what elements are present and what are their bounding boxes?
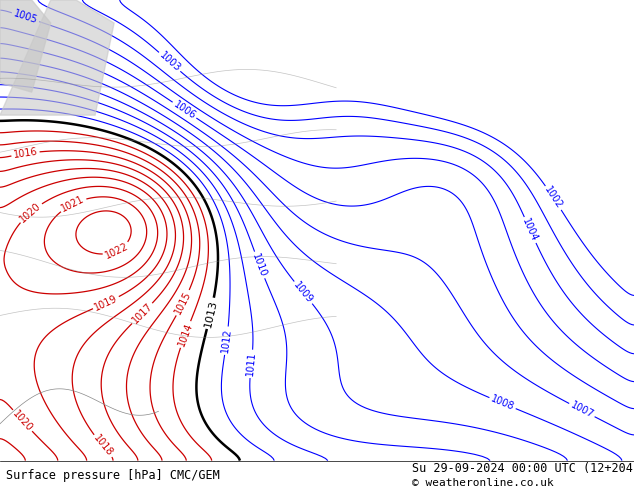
Text: 1018: 1018	[91, 433, 115, 459]
Text: © weatheronline.co.uk: © weatheronline.co.uk	[412, 478, 554, 488]
Text: 1013: 1013	[203, 298, 219, 328]
Text: 1008: 1008	[489, 394, 516, 413]
Text: 1005: 1005	[12, 9, 39, 26]
Text: 1022: 1022	[103, 241, 130, 261]
Text: Su 29-09-2024 00:00 UTC (12+204): Su 29-09-2024 00:00 UTC (12+204)	[412, 463, 634, 475]
Text: 1020: 1020	[18, 200, 43, 224]
Text: 1010: 1010	[250, 252, 269, 278]
Text: 1004: 1004	[521, 217, 540, 243]
Text: Surface pressure [hPa] CMC/GEM: Surface pressure [hPa] CMC/GEM	[6, 469, 220, 482]
Text: 1009: 1009	[292, 280, 315, 305]
Text: 1011: 1011	[245, 351, 257, 376]
Polygon shape	[0, 0, 51, 92]
Text: 1007: 1007	[569, 400, 595, 420]
Text: 1019: 1019	[93, 293, 119, 313]
Text: 1012: 1012	[220, 328, 233, 354]
Text: 1003: 1003	[157, 50, 182, 74]
Text: 1014: 1014	[176, 321, 195, 347]
Text: 1020: 1020	[11, 408, 34, 433]
Text: 1017: 1017	[130, 301, 155, 326]
Text: 1021: 1021	[60, 194, 86, 214]
Text: 1006: 1006	[172, 99, 197, 121]
Text: 1002: 1002	[543, 185, 564, 211]
Text: 1016: 1016	[13, 147, 38, 160]
Polygon shape	[0, 0, 114, 115]
Text: 1015: 1015	[173, 290, 193, 316]
